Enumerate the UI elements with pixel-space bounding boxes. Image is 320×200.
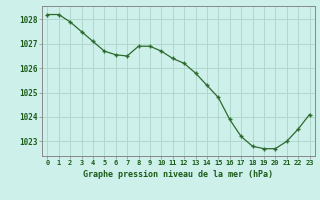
X-axis label: Graphe pression niveau de la mer (hPa): Graphe pression niveau de la mer (hPa) [84, 170, 273, 179]
